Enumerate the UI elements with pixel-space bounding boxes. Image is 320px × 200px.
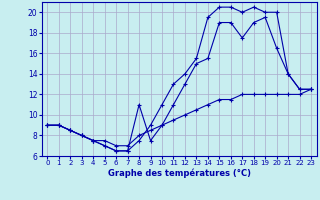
- X-axis label: Graphe des températures (°C): Graphe des températures (°C): [108, 169, 251, 178]
